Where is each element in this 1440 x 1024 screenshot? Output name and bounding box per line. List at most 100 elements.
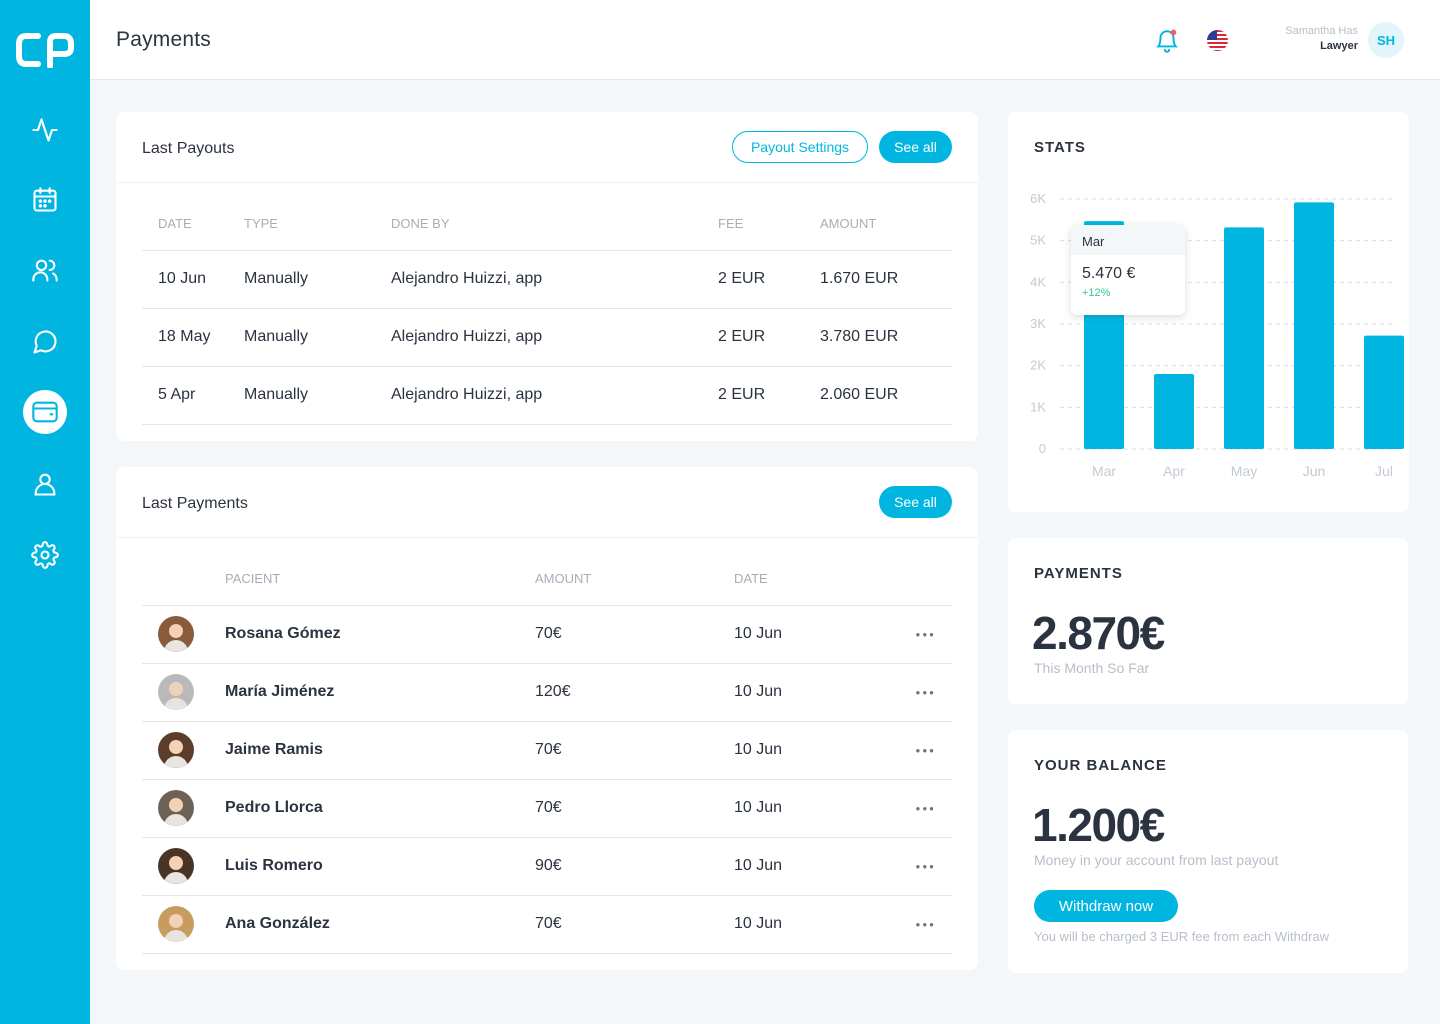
payouts-see-all-button[interactable]: See all <box>879 131 952 163</box>
y-tick-label: 6K <box>1030 191 1046 206</box>
activity-icon <box>32 118 58 142</box>
payout-fee: 2 EUR <box>718 250 820 309</box>
balance-value: 1.200€ <box>1032 799 1165 851</box>
more-options-icon[interactable]: ●●● <box>884 779 952 838</box>
balance-card: YOUR BALANCE 1.200€ Money in your accoun… <box>1008 730 1408 973</box>
payment-amount: 70€ <box>535 605 734 664</box>
x-tick-label: Jul <box>1375 463 1393 479</box>
patient-avatar[interactable] <box>158 616 194 652</box>
payment-amount: 70€ <box>535 779 734 838</box>
avatar-cell <box>142 721 225 780</box>
payout-settings-button[interactable]: Payout Settings <box>732 131 868 163</box>
user-icon <box>34 473 56 496</box>
chat-icon <box>33 330 57 354</box>
patient-avatar[interactable] <box>158 732 194 768</box>
table-row[interactable]: Ana González 70€ 10 Jun ●●● <box>142 895 952 954</box>
table-row[interactable]: 18 May Manually Alejandro Huizzi, app 2 … <box>142 308 952 367</box>
avatar-cell <box>142 779 225 838</box>
table-row[interactable]: Rosana Gómez 70€ 10 Jun ●●● <box>142 605 952 664</box>
payout-date: 18 May <box>142 308 244 367</box>
table-row[interactable]: Pedro Llorca 70€ 10 Jun ●●● <box>142 779 952 838</box>
x-tick-label: May <box>1231 463 1257 479</box>
user-avatar[interactable]: SH <box>1368 22 1404 58</box>
balance-subtitle: Money in your account from last payout <box>1034 852 1279 868</box>
card-divider <box>116 537 978 538</box>
table-row[interactable]: Jaime Ramis 70€ 10 Jun ●●● <box>142 721 952 780</box>
avatar-cell <box>142 605 225 664</box>
y-tick-label: 2K <box>1030 358 1046 373</box>
col-amount: AMOUNT <box>535 571 734 606</box>
user-role: Lawyer <box>1320 40 1358 52</box>
payouts-table: DATE TYPE DONE BY FEE AMOUNT 10 Jun Manu… <box>142 216 952 425</box>
bar-jun <box>1294 202 1334 449</box>
page-title: Payments <box>116 28 211 51</box>
payments-summary-card: PAYMENTS 2.870€ This Month So Far <box>1008 538 1408 704</box>
card-divider <box>116 182 978 183</box>
nav-settings[interactable] <box>23 533 67 577</box>
wallet-icon <box>32 401 58 423</box>
col-type: TYPE <box>244 216 391 251</box>
payment-date: 10 Jun <box>734 837 884 896</box>
table-row[interactable]: 5 Apr Manually Alejandro Huizzi, app 2 E… <box>142 366 952 425</box>
nav-calendar[interactable] <box>23 178 67 222</box>
last-payouts-title: Last Payouts <box>142 140 235 157</box>
tooltip-change: +12% <box>1082 287 1111 299</box>
table-row[interactable]: Luis Romero 90€ 10 Jun ●●● <box>142 837 952 896</box>
payout-fee: 2 EUR <box>718 308 820 367</box>
col-pacient: PACIENT <box>225 571 535 606</box>
payments-summary-value: 2.870€ <box>1032 607 1165 659</box>
tooltip-value: 5.470 € <box>1082 265 1136 282</box>
patient-avatar[interactable] <box>158 674 194 710</box>
bar-apr <box>1154 374 1194 449</box>
more-options-icon[interactable]: ●●● <box>884 721 952 780</box>
payment-date: 10 Jun <box>734 779 884 838</box>
patient-avatar[interactable] <box>158 790 194 826</box>
payout-type: Manually <box>244 308 391 367</box>
patient-name: Luis Romero <box>225 837 535 896</box>
more-options-icon[interactable]: ●●● <box>884 605 952 664</box>
payments-header-row: PACIENT AMOUNT DATE <box>142 571 952 606</box>
nav-activity[interactable] <box>23 108 67 152</box>
us-flag-icon[interactable] <box>1207 30 1228 51</box>
col-amount: AMOUNT <box>820 216 952 251</box>
balance-title: YOUR BALANCE <box>1034 757 1167 774</box>
y-tick-label: 0 <box>1039 441 1046 456</box>
bell-icon[interactable] <box>1154 28 1180 54</box>
last-payouts-card: Last Payouts Payout Settings See all DAT… <box>116 112 978 441</box>
payments-see-all-button[interactable]: See all <box>879 486 952 518</box>
sidebar <box>0 0 90 1024</box>
patient-avatar[interactable] <box>158 906 194 942</box>
more-options-icon[interactable]: ●●● <box>884 837 952 896</box>
withdraw-now-button[interactable]: Withdraw now <box>1034 890 1178 922</box>
payments-summary-subtitle: This Month So Far <box>1034 660 1150 676</box>
table-row[interactable]: María Jiménez 120€ 10 Jun ●●● <box>142 663 952 722</box>
chart-tooltip: Mar 5.470 € +12% <box>1071 225 1185 315</box>
more-options-icon[interactable]: ●●● <box>884 895 952 954</box>
x-tick-label: Mar <box>1092 463 1116 479</box>
nav-chat[interactable] <box>23 320 67 364</box>
table-row[interactable]: 10 Jun Manually Alejandro Huizzi, app 2 … <box>142 250 952 309</box>
nav-profile[interactable] <box>23 462 67 506</box>
payout-amount: 3.780 EUR <box>820 308 952 367</box>
nav-users[interactable] <box>23 248 67 292</box>
nav-wallet[interactable] <box>23 390 67 434</box>
col-date: DATE <box>734 571 884 606</box>
payments-summary-title: PAYMENTS <box>1034 565 1123 582</box>
col-avatar <box>142 571 225 606</box>
payout-done-by: Alejandro Huizzi, app <box>391 250 718 309</box>
user-name: Samantha Has <box>1285 25 1358 37</box>
payment-amount: 120€ <box>535 663 734 722</box>
y-tick-label: 4K <box>1030 274 1046 289</box>
patient-avatar[interactable] <box>158 848 194 884</box>
logo-icon[interactable] <box>16 32 74 68</box>
patient-name: Rosana Gómez <box>225 605 535 664</box>
avatar-cell <box>142 663 225 722</box>
payout-date: 5 Apr <box>142 366 244 425</box>
avatar-cell <box>142 895 225 954</box>
more-options-icon[interactable]: ●●● <box>884 663 952 722</box>
payout-type: Manually <box>244 250 391 309</box>
payouts-header-row: DATE TYPE DONE BY FEE AMOUNT <box>142 216 952 251</box>
payout-done-by: Alejandro Huizzi, app <box>391 366 718 425</box>
payment-amount: 90€ <box>535 837 734 896</box>
x-tick-label: Jun <box>1303 463 1326 479</box>
